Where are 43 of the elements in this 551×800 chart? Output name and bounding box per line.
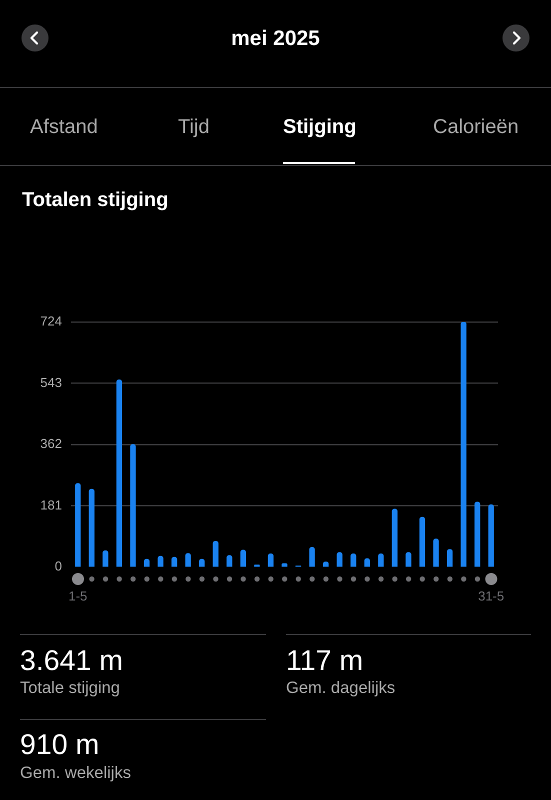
bar [212,540,218,567]
bar [433,538,439,567]
text: 117 m [286,644,364,678]
text: 3.641 m [20,644,123,678]
bar [130,444,136,567]
text: Stijging [283,115,356,139]
bar [75,483,81,567]
bar [446,549,453,567]
chart-title: Totalen stijging [22,188,168,212]
text: Totale stijging [20,678,120,698]
bar [171,556,178,567]
bar [102,550,108,567]
bar [488,504,494,567]
bar [268,553,274,567]
bar [116,380,122,567]
text: Gem. dagelijks [286,678,396,698]
bar [419,516,426,567]
bar [378,553,384,567]
bar [185,553,191,567]
bar [474,502,480,567]
bar [88,488,94,567]
bar [406,552,412,567]
x-tick-label: 1-5 [68,588,88,604]
text: Tijd [178,115,210,139]
text: Calorieën [433,115,519,139]
y-tick-label: 543 [40,374,62,390]
bar [240,550,246,567]
text: Afstand [30,115,98,139]
y-tick-label: 362 [40,436,62,452]
bar [336,552,342,567]
y-tick-label: 181 [40,497,62,512]
x-tick-label: 31-5 [478,588,504,604]
y-tick-label: 0 [54,558,62,574]
bar [350,553,356,567]
bar [392,508,398,567]
bar [158,556,164,567]
text: 910 m [20,728,100,762]
text: mei 2025 [230,26,321,50]
bar [309,547,315,567]
bar [460,322,466,567]
text: Gem. wekelijks [20,763,131,783]
y-tick-label: 724 [40,314,62,329]
bar [226,555,232,567]
